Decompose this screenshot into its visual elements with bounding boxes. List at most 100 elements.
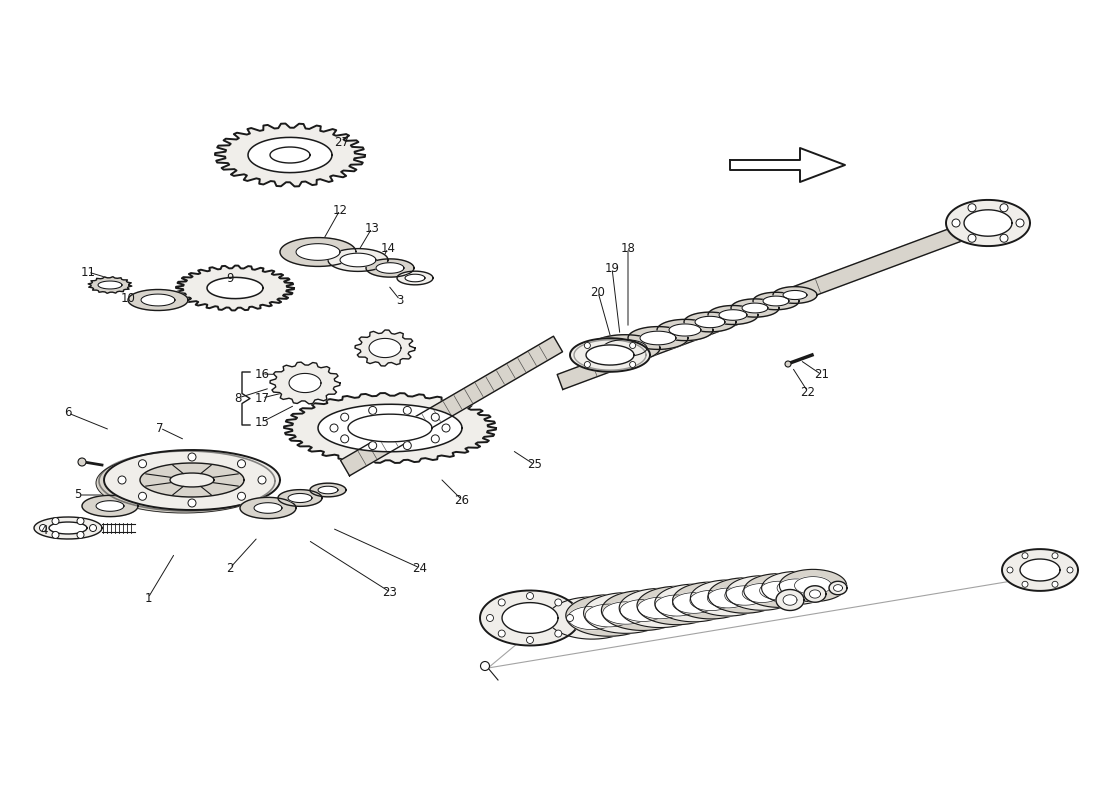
Polygon shape — [278, 490, 322, 506]
Polygon shape — [834, 585, 843, 591]
Text: 14: 14 — [381, 242, 396, 254]
Text: 17: 17 — [254, 391, 270, 405]
Circle shape — [341, 435, 349, 443]
Polygon shape — [318, 404, 462, 452]
Text: 10: 10 — [121, 291, 135, 305]
Polygon shape — [341, 336, 562, 476]
Polygon shape — [829, 582, 847, 594]
Polygon shape — [726, 576, 798, 610]
Polygon shape — [725, 586, 766, 606]
Circle shape — [52, 531, 59, 538]
Circle shape — [785, 361, 791, 367]
Polygon shape — [502, 602, 558, 634]
Circle shape — [498, 630, 505, 637]
Polygon shape — [140, 463, 244, 497]
Polygon shape — [318, 486, 338, 494]
Polygon shape — [672, 582, 749, 619]
Polygon shape — [780, 570, 847, 602]
Polygon shape — [586, 345, 634, 365]
Circle shape — [527, 637, 534, 643]
Polygon shape — [558, 214, 993, 390]
Polygon shape — [348, 414, 432, 442]
Circle shape — [118, 476, 127, 484]
Text: 15: 15 — [254, 415, 270, 429]
Polygon shape — [602, 590, 684, 630]
Circle shape — [481, 662, 490, 670]
Polygon shape — [619, 589, 701, 627]
Polygon shape — [603, 340, 647, 356]
Text: 24: 24 — [412, 562, 428, 574]
Circle shape — [78, 458, 86, 466]
Polygon shape — [280, 238, 356, 266]
Polygon shape — [719, 310, 747, 320]
Text: 13: 13 — [364, 222, 380, 234]
Circle shape — [1000, 234, 1008, 242]
Polygon shape — [657, 319, 713, 341]
Circle shape — [1067, 567, 1072, 573]
Polygon shape — [585, 604, 632, 627]
Polygon shape — [355, 330, 415, 366]
Polygon shape — [288, 494, 312, 502]
Circle shape — [629, 342, 636, 349]
Polygon shape — [946, 200, 1030, 246]
Polygon shape — [763, 296, 789, 306]
Circle shape — [77, 518, 84, 525]
Text: 9: 9 — [227, 271, 233, 285]
Polygon shape — [128, 290, 188, 310]
Text: 8: 8 — [234, 391, 242, 405]
Polygon shape — [289, 374, 321, 393]
Polygon shape — [296, 244, 340, 260]
Circle shape — [1022, 553, 1028, 558]
Circle shape — [431, 435, 439, 443]
Circle shape — [584, 362, 591, 367]
Circle shape — [629, 362, 636, 367]
Circle shape — [584, 342, 591, 349]
Polygon shape — [98, 281, 122, 289]
Polygon shape — [654, 595, 698, 616]
Polygon shape — [376, 262, 404, 274]
Polygon shape — [773, 286, 817, 303]
Polygon shape — [284, 393, 496, 463]
Text: 2: 2 — [227, 562, 233, 574]
Polygon shape — [708, 306, 758, 325]
Text: 26: 26 — [454, 494, 470, 506]
Polygon shape — [1002, 549, 1078, 591]
Polygon shape — [570, 338, 650, 372]
Circle shape — [330, 424, 338, 432]
Polygon shape — [310, 483, 346, 497]
Circle shape — [188, 499, 196, 507]
Polygon shape — [964, 210, 1012, 236]
Polygon shape — [584, 593, 669, 634]
Polygon shape — [34, 517, 102, 539]
Polygon shape — [590, 334, 660, 362]
Polygon shape — [1020, 559, 1060, 581]
Polygon shape — [405, 274, 425, 282]
Polygon shape — [760, 582, 799, 600]
Circle shape — [1022, 582, 1028, 587]
Polygon shape — [270, 362, 340, 404]
Circle shape — [498, 599, 505, 606]
Polygon shape — [603, 602, 649, 624]
Polygon shape — [214, 123, 365, 186]
Polygon shape — [82, 495, 138, 517]
Text: 23: 23 — [383, 586, 397, 598]
Text: 21: 21 — [814, 369, 829, 382]
Polygon shape — [742, 583, 782, 602]
Polygon shape — [141, 294, 175, 306]
Polygon shape — [96, 453, 272, 513]
Polygon shape — [240, 498, 296, 518]
Circle shape — [1006, 567, 1013, 573]
Polygon shape — [170, 473, 214, 487]
Circle shape — [139, 492, 146, 500]
Polygon shape — [707, 588, 749, 608]
Text: 22: 22 — [801, 386, 815, 398]
Polygon shape — [96, 501, 124, 511]
Text: 12: 12 — [332, 203, 348, 217]
Circle shape — [404, 442, 411, 450]
Polygon shape — [176, 266, 294, 310]
Polygon shape — [794, 577, 832, 594]
Polygon shape — [684, 312, 736, 332]
Text: 11: 11 — [80, 266, 96, 278]
Polygon shape — [637, 586, 717, 625]
Circle shape — [40, 525, 46, 531]
